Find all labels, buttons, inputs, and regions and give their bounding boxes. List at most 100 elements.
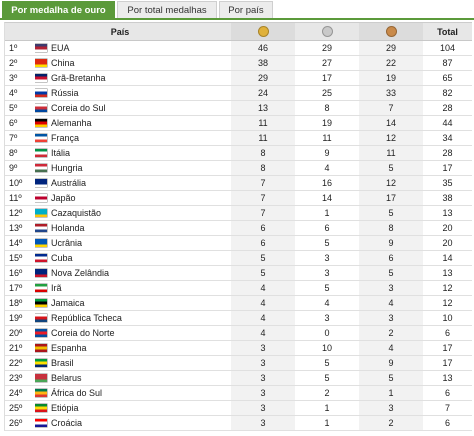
country-name[interactable]: Ucrânia (51, 238, 83, 248)
rank-cell: 16º (9, 268, 23, 278)
tab-total-ranking[interactable]: Por total medalhas (117, 1, 217, 18)
country-name[interactable]: Croácia (51, 418, 83, 428)
country-name[interactable]: Coreia do Norte (51, 328, 115, 338)
table-row: 7º França 11 11 12 34 (5, 131, 472, 146)
rank-cell: 8º (9, 148, 18, 158)
bronze-count: 33 (359, 86, 423, 100)
country-name[interactable]: Jamaica (51, 298, 85, 308)
country-name[interactable]: EUA (51, 43, 70, 53)
total-count: 65 (442, 73, 453, 83)
silver-count: 5 (324, 238, 330, 248)
rank-cell: 17º (9, 283, 23, 293)
table-row: 20º Coreia do Norte 4 0 2 6 (5, 326, 472, 341)
country-name[interactable]: Irã (51, 283, 62, 293)
country-name[interactable]: África do Sul (51, 388, 103, 398)
table-row: 26º Croácia 3 1 2 6 (5, 416, 472, 431)
table-row: 12º Cazaquistão 7 1 5 13 (5, 206, 472, 221)
header-silver[interactable] (295, 23, 359, 40)
country-flag-icon (35, 43, 47, 52)
country-name[interactable]: Coreia do Sul (51, 103, 106, 113)
flag-cell (35, 326, 49, 340)
silver-count: 9 (324, 148, 330, 158)
country-name[interactable]: Brasil (51, 358, 74, 368)
country-name[interactable]: República Tcheca (51, 313, 122, 323)
country-name[interactable]: Alemanha (51, 118, 92, 128)
silver-count: 6 (324, 223, 330, 233)
country-name[interactable]: Espanha (51, 343, 87, 353)
tab-by-country[interactable]: Por país (219, 1, 273, 18)
table-row: 13º Holanda 6 6 8 20 (5, 221, 472, 236)
flag-cell (35, 71, 49, 85)
country-name[interactable]: Japão (51, 193, 76, 203)
silver-count: 29 (321, 43, 332, 53)
bronze-count: 2 (359, 326, 423, 340)
rank-cell: 20º (9, 328, 23, 338)
silver-count: 27 (321, 58, 332, 68)
country-name[interactable]: Cuba (51, 253, 73, 263)
country-flag-icon (35, 403, 47, 412)
total-count: 20 (442, 223, 453, 233)
country-name[interactable]: França (51, 133, 80, 143)
gold-count: 29 (231, 71, 295, 85)
bronze-count: 8 (359, 221, 423, 235)
country-name[interactable]: China (51, 58, 75, 68)
bronze-count: 5 (359, 266, 423, 280)
gold-count: 6 (231, 236, 295, 250)
total-count: 28 (442, 148, 453, 158)
total-count: 13 (442, 373, 453, 383)
country-flag-icon (35, 148, 47, 157)
country-name[interactable]: Austrália (51, 178, 87, 188)
header-gold[interactable] (231, 23, 295, 40)
bronze-count: 11 (359, 146, 423, 160)
gold-count: 11 (231, 131, 295, 145)
country-name[interactable]: Etiópia (51, 403, 79, 413)
header-bronze[interactable] (359, 23, 423, 40)
country-name[interactable]: Itália (51, 148, 71, 158)
silver-count: 2 (324, 388, 330, 398)
total-count: 17 (442, 163, 453, 173)
gold-count: 7 (231, 176, 295, 190)
country-name[interactable]: Belarus (51, 373, 82, 383)
table-row: 19º República Tcheca 4 3 3 10 (5, 311, 472, 326)
silver-count: 4 (324, 163, 330, 173)
total-count: 28 (442, 103, 453, 113)
country-name[interactable]: Nova Zelândia (51, 268, 110, 278)
header-total[interactable]: Total (437, 27, 458, 37)
gold-count: 46 (231, 41, 295, 55)
gold-count: 6 (231, 221, 295, 235)
rank-cell: 1º (9, 43, 18, 53)
bronze-count: 14 (359, 116, 423, 130)
country-name[interactable]: Grã-Bretanha (51, 73, 106, 83)
gold-count: 4 (231, 311, 295, 325)
country-name[interactable]: Hungria (51, 163, 83, 173)
total-count: 17 (442, 358, 453, 368)
table-row: 3º Grã-Bretanha 29 17 19 65 (5, 71, 472, 86)
silver-count: 10 (321, 343, 332, 353)
table-row: 4º Rússia 24 25 33 82 (5, 86, 472, 101)
flag-cell (35, 101, 49, 115)
country-flag-icon (35, 358, 47, 367)
bronze-count: 1 (359, 386, 423, 400)
tab-gold-ranking[interactable]: Por medalha de ouro (2, 1, 115, 18)
silver-count: 17 (321, 73, 332, 83)
country-flag-icon (35, 268, 47, 277)
silver-count: 3 (324, 253, 330, 263)
rank-cell: 14º (9, 238, 23, 248)
bronze-count: 19 (359, 71, 423, 85)
rank-cell: 13º (9, 223, 23, 233)
silver-count: 1 (324, 418, 330, 428)
silver-count: 5 (324, 283, 330, 293)
country-name[interactable]: Rússia (51, 88, 79, 98)
total-count: 44 (442, 118, 453, 128)
flag-cell (35, 176, 49, 190)
country-name[interactable]: Cazaquistão (51, 208, 102, 218)
flag-cell (35, 56, 49, 70)
rank-cell: 5º (9, 103, 18, 113)
total-count: 20 (442, 238, 453, 248)
silver-medal-icon (321, 26, 333, 38)
bronze-count: 7 (359, 101, 423, 115)
total-count: 10 (442, 313, 453, 323)
header-country: País (110, 27, 130, 37)
country-name[interactable]: Holanda (51, 223, 85, 233)
flag-cell (35, 161, 49, 175)
